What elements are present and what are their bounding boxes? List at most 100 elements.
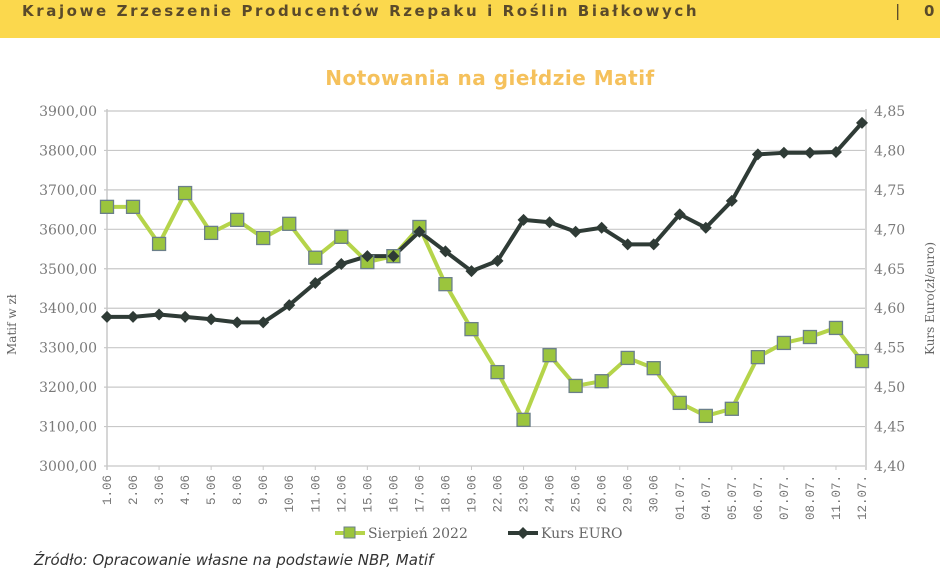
chart-title: Notowania na giełdzie Matif	[325, 66, 655, 90]
right-tick-label: 4,70	[874, 222, 905, 238]
left-axis-ticks: 3000,00 3100,00 3200,00 3300,00 3400,00 3500,…	[39, 104, 97, 475]
square-marker-icon	[308, 250, 323, 265]
square-marker-icon	[177, 185, 193, 201]
diamond-marker-icon	[465, 265, 478, 278]
right-tick-label: 4,65	[874, 262, 905, 278]
diamond-marker-icon	[621, 238, 634, 251]
category-label: 9.06	[257, 475, 271, 505]
square-marker-icon	[256, 230, 271, 246]
category-label: 1.06	[101, 475, 115, 505]
header-title: Krajowe Zrzeszenie Producentów Rzepaku i…	[22, 2, 700, 20]
square-marker-icon	[646, 361, 661, 376]
right-tick-label: 4,50	[874, 380, 905, 396]
square-marker-icon	[438, 277, 453, 292]
category-label: 12.07.	[856, 475, 870, 520]
left-tick-label: 3600,00	[39, 222, 97, 238]
gridlines	[104, 110, 865, 467]
diamond-marker-icon	[673, 208, 686, 221]
category-label: 3.06	[153, 475, 167, 505]
right-axis-ticks: 4,40 4,45 4,50 4,55 4,60 4,65 4,70 4,75 4,80 4,85	[874, 104, 905, 475]
diamond-marker-icon	[257, 316, 270, 329]
square-marker-icon	[776, 335, 792, 351]
category-label: 24.06	[544, 475, 558, 513]
series-line-matif	[107, 191, 864, 422]
category-label: 5.06	[205, 475, 219, 505]
left-tick-label: 3100,00	[39, 420, 97, 436]
axes	[106, 109, 867, 470]
diamond-marker-icon	[231, 316, 244, 329]
diamond-marker-icon	[387, 250, 400, 263]
diamond-marker-icon	[153, 308, 166, 321]
right-tick-label: 4,75	[874, 183, 905, 199]
square-marker-icon	[99, 199, 115, 215]
left-axis-title: Matif w zł	[5, 294, 19, 355]
category-label: 2.06	[127, 475, 141, 505]
left-tick-label: 3300,00	[39, 341, 97, 357]
diamond-marker-icon	[517, 213, 530, 226]
legend: Sierpień 2022 Kurs EURO	[335, 526, 623, 542]
right-tick-label: 4,85	[874, 104, 905, 120]
category-label: 15.06	[361, 475, 375, 513]
square-marker-icon	[125, 199, 141, 215]
diamond-marker-icon	[595, 221, 608, 234]
right-tick-label: 4,55	[874, 341, 905, 357]
category-label: 4.06	[179, 475, 193, 505]
legend-item-euro: Kurs EURO	[508, 526, 623, 542]
diamond-marker-icon	[803, 146, 816, 159]
header-separator: |	[895, 1, 901, 20]
category-label: 12.06	[335, 475, 349, 513]
diamond-marker-icon	[127, 310, 140, 323]
square-marker-icon	[490, 364, 505, 380]
category-label: 30.06	[648, 475, 662, 513]
right-tick-label: 4,80	[874, 143, 905, 159]
diamond-marker-icon	[205, 313, 218, 326]
square-marker-icon	[334, 229, 349, 244]
diamond-marker-icon	[335, 258, 348, 271]
right-tick-label: 4,45	[874, 420, 905, 436]
square-marker-icon	[568, 378, 583, 394]
diamond-marker-icon	[751, 148, 764, 161]
category-label: 22.06	[492, 475, 506, 513]
left-tick-label: 3700,00	[39, 183, 97, 199]
diamond-marker-icon	[829, 146, 842, 159]
square-marker-icon	[151, 236, 167, 252]
diamond-marker-icon	[491, 254, 504, 267]
diamond-marker-icon	[413, 225, 426, 238]
square-marker-icon	[594, 374, 609, 389]
category-label: 08.07.	[804, 475, 818, 520]
square-marker-icon	[698, 408, 713, 424]
right-tick-label: 4,60	[874, 301, 905, 317]
left-tick-label: 3400,00	[39, 301, 97, 317]
diamond-marker-icon	[179, 310, 192, 323]
category-label: 05.07.	[726, 475, 740, 520]
category-label: 25.06	[570, 475, 584, 513]
category-label: 17.06	[413, 475, 427, 513]
category-label: 07.07.	[778, 475, 792, 520]
diamond-marker-icon	[725, 194, 738, 207]
left-tick-label: 3900,00	[39, 104, 97, 120]
category-label: 06.07.	[752, 475, 766, 520]
right-axis-title: Kurs Euro(zł/euro)	[923, 242, 937, 355]
page-number: 0	[924, 2, 935, 20]
left-tick-label: 3800,00	[39, 143, 97, 159]
series-line-euro	[107, 121, 864, 325]
diamond-marker-icon	[569, 225, 582, 238]
square-marker-icon	[750, 349, 766, 365]
square-marker-icon	[542, 348, 557, 363]
diamond-marker-icon	[101, 310, 113, 323]
square-marker-icon	[724, 401, 739, 416]
category-axis-labels: 1.06 2.06 3.06 4.06 5.06 8.06 9.06 10.06 11.06 12…	[101, 475, 870, 520]
legend-label: Kurs EURO	[541, 526, 623, 542]
diamond-marker-icon	[361, 250, 374, 263]
category-label: 01.07.	[674, 475, 688, 520]
category-label: 8.06	[231, 475, 245, 505]
diamond-marker-icon	[699, 221, 712, 234]
square-marker-icon	[854, 353, 870, 369]
square-marker-icon	[672, 395, 687, 411]
diamond-marker-icon	[283, 299, 296, 312]
category-label: 18.06	[439, 475, 453, 513]
diamond-marker-icon	[856, 116, 868, 129]
category-label: 11.06	[309, 475, 323, 513]
right-tick-label: 4,40	[874, 459, 905, 475]
